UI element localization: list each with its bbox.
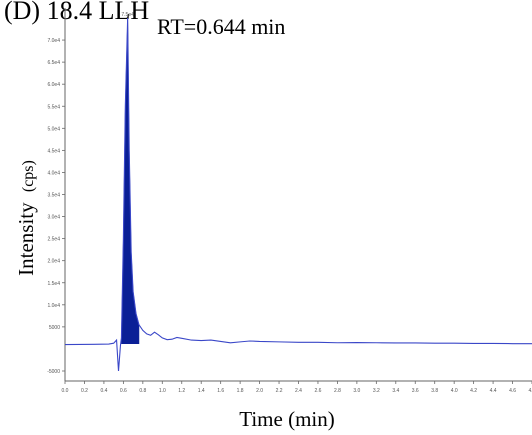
x-tick-label: 4.6 <box>509 388 516 394</box>
x-tick-label: 0.6 <box>120 388 127 394</box>
x-tick-label: 3.4 <box>392 388 399 394</box>
x-tick-label: 3.8 <box>431 388 438 394</box>
y-tick-label: 6.0e4 <box>47 82 60 88</box>
y-axis-ticks: -5000 5000 1.0e4 1.5e4 2.0e4 2.5e4 3.0e4 3.5e4 4… <box>47 12 134 375</box>
x-tick-label: 3.2 <box>373 388 380 394</box>
x-tick-label: 1.4 <box>198 388 205 394</box>
y-tick-label: 3.5e4 <box>47 193 60 199</box>
y-tick-label: 4.0e4 <box>47 170 60 176</box>
y-axis-title-unit: (cps) <box>20 160 37 192</box>
x-axis-ticks: 0.0 0.2 0.4 0.6 0.8 1.0 1.2 1.4 1.6 1.8 2.0 2.2 2.4 2… <box>62 381 532 394</box>
y-axis-title-main: Intensity <box>14 202 38 276</box>
x-tick-label: 1.8 <box>237 388 244 394</box>
x-tick-label: 0.2 <box>81 388 88 394</box>
x-tick-label: 4.2 <box>470 388 477 394</box>
y-tick-label: 4.5e4 <box>47 148 60 154</box>
x-tick-label: 2.4 <box>295 388 302 394</box>
x-tick-label: 3.6 <box>412 388 419 394</box>
x-tick-label: 4.0 <box>451 388 458 394</box>
x-tick-label: 1.6 <box>217 388 224 394</box>
y-tick-label: 2.0e4 <box>47 259 60 265</box>
y-tick-label: 6.5e4 <box>47 60 60 66</box>
y-axis-title: Intensity (cps) <box>14 160 38 276</box>
y-tick-label: -5000 <box>47 369 60 375</box>
x-tick-label: 0.8 <box>139 388 146 394</box>
y-tick-label: 2.5e4 <box>47 237 60 243</box>
x-axis-title: Time (min) <box>239 407 334 431</box>
y-tick-label: 7.0e4 <box>47 38 60 44</box>
chromatogram-trace <box>64 17 532 372</box>
y-tick-label: 5000 <box>49 325 60 331</box>
x-tick-label: 1.2 <box>178 388 185 394</box>
retention-time-annotation: RT=0.644 min <box>157 14 285 39</box>
x-tick-label: 4.8 <box>529 388 532 394</box>
x-tick-label: 0.0 <box>62 388 69 394</box>
y-tick-label: 5.0e4 <box>47 126 60 132</box>
y-tick-label: 1.0e4 <box>47 303 60 309</box>
y-tick-label: 1.5e4 <box>47 281 60 287</box>
x-tick-label: 2.8 <box>334 388 341 394</box>
x-tick-label: 2.0 <box>256 388 263 394</box>
x-tick-label: 2.6 <box>314 388 321 394</box>
x-tick-label: 3.0 <box>353 388 360 394</box>
peak-top-label: 7.5e4 <box>121 12 134 18</box>
y-tick-label: 5.5e4 <box>47 104 60 110</box>
x-tick-label: 4.4 <box>490 388 497 394</box>
svg-text:Intensity (cps): Intensity (cps) <box>14 160 38 276</box>
panel-label: (D) 18.4 LLH <box>4 0 149 25</box>
x-tick-label: 2.2 <box>276 388 283 394</box>
plot-area <box>64 17 532 372</box>
x-tick-label: 0.4 <box>100 388 107 394</box>
x-tick-label: 1.0 <box>159 388 166 394</box>
y-tick-label: 3.0e4 <box>47 215 60 221</box>
